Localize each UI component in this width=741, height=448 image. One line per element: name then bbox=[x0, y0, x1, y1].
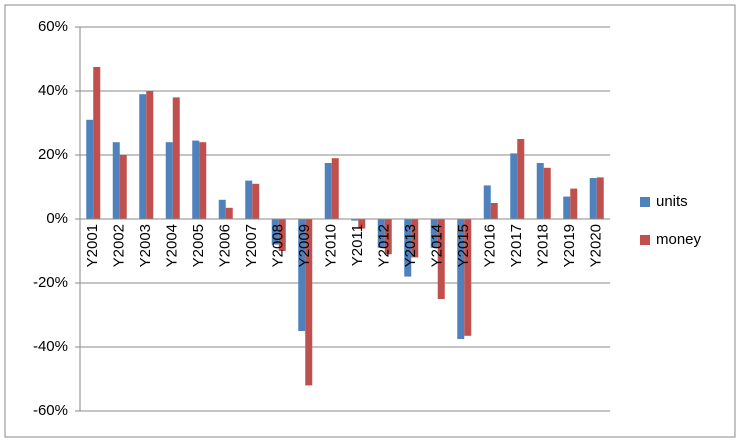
x-tick-label: Y2001 bbox=[84, 224, 101, 267]
x-tick-label: Y2013 bbox=[402, 224, 419, 267]
x-tick-label: Y2003 bbox=[137, 224, 154, 267]
bar bbox=[305, 219, 313, 386]
x-tick-label: Y2012 bbox=[376, 224, 393, 267]
x-tick-label: Y2010 bbox=[323, 224, 340, 267]
y-tick-label: -40% bbox=[33, 338, 68, 355]
bar bbox=[351, 219, 359, 221]
x-tick-label: Y2014 bbox=[429, 224, 446, 267]
bar bbox=[139, 94, 147, 219]
bar bbox=[252, 183, 260, 219]
bar bbox=[225, 207, 233, 219]
bar bbox=[112, 142, 120, 219]
bar bbox=[483, 185, 491, 219]
bar bbox=[570, 188, 578, 219]
y-tick-label: -60% bbox=[33, 402, 68, 419]
x-tick-label: Y2016 bbox=[482, 224, 499, 267]
bar bbox=[404, 219, 412, 277]
bar bbox=[543, 167, 551, 219]
x-tick-label: Y2017 bbox=[508, 224, 525, 267]
x-tick-label: Y2011 bbox=[349, 224, 366, 266]
bar bbox=[298, 219, 306, 331]
chart-frame bbox=[4, 4, 736, 438]
bar bbox=[165, 142, 173, 219]
legend-label: money bbox=[656, 231, 702, 248]
x-tick-label: Y2007 bbox=[243, 224, 260, 267]
bar bbox=[517, 139, 525, 219]
bar bbox=[218, 199, 226, 219]
bar bbox=[536, 163, 544, 219]
x-tick-label: Y2019 bbox=[561, 224, 578, 267]
legend-swatch bbox=[640, 235, 650, 245]
bar bbox=[271, 219, 279, 245]
bar bbox=[86, 119, 94, 219]
x-tick-label: Y2006 bbox=[217, 224, 234, 267]
bar bbox=[430, 219, 438, 248]
x-tick-label: Y2002 bbox=[111, 224, 128, 267]
bar bbox=[510, 153, 518, 219]
bar bbox=[377, 219, 385, 248]
bar bbox=[324, 163, 332, 219]
bar bbox=[331, 158, 339, 219]
y-tick-label: 60% bbox=[38, 18, 68, 35]
bar bbox=[93, 67, 101, 219]
bar bbox=[278, 219, 286, 251]
bar bbox=[192, 140, 200, 219]
legend-swatch bbox=[640, 197, 650, 207]
x-tick-label: Y2020 bbox=[588, 224, 605, 267]
bar bbox=[589, 178, 597, 219]
bar bbox=[146, 91, 154, 219]
bar bbox=[596, 177, 604, 219]
y-tick-label: 20% bbox=[38, 146, 68, 163]
bar bbox=[464, 219, 472, 336]
bar bbox=[245, 180, 253, 219]
bar bbox=[119, 155, 127, 219]
bar bbox=[563, 196, 571, 219]
legend-label: units bbox=[656, 193, 688, 210]
x-tick-label: Y2004 bbox=[164, 224, 181, 267]
bar bbox=[358, 219, 366, 229]
y-tick-label: 40% bbox=[38, 82, 68, 99]
y-tick-label: -20% bbox=[33, 274, 68, 291]
y-tick-label: 0% bbox=[46, 210, 68, 227]
bar bbox=[457, 219, 465, 339]
x-tick-label: Y2005 bbox=[190, 224, 207, 267]
bar bbox=[490, 203, 498, 219]
x-tick-label: Y2015 bbox=[455, 224, 472, 267]
x-tick-label: Y2009 bbox=[296, 224, 313, 267]
x-tick-label: Y2008 bbox=[270, 224, 287, 267]
bar bbox=[411, 219, 419, 258]
bar bbox=[384, 219, 392, 255]
bar bbox=[437, 219, 445, 299]
x-tick-label: Y2018 bbox=[535, 224, 552, 267]
bar bbox=[172, 97, 180, 219]
bar bbox=[199, 142, 207, 219]
